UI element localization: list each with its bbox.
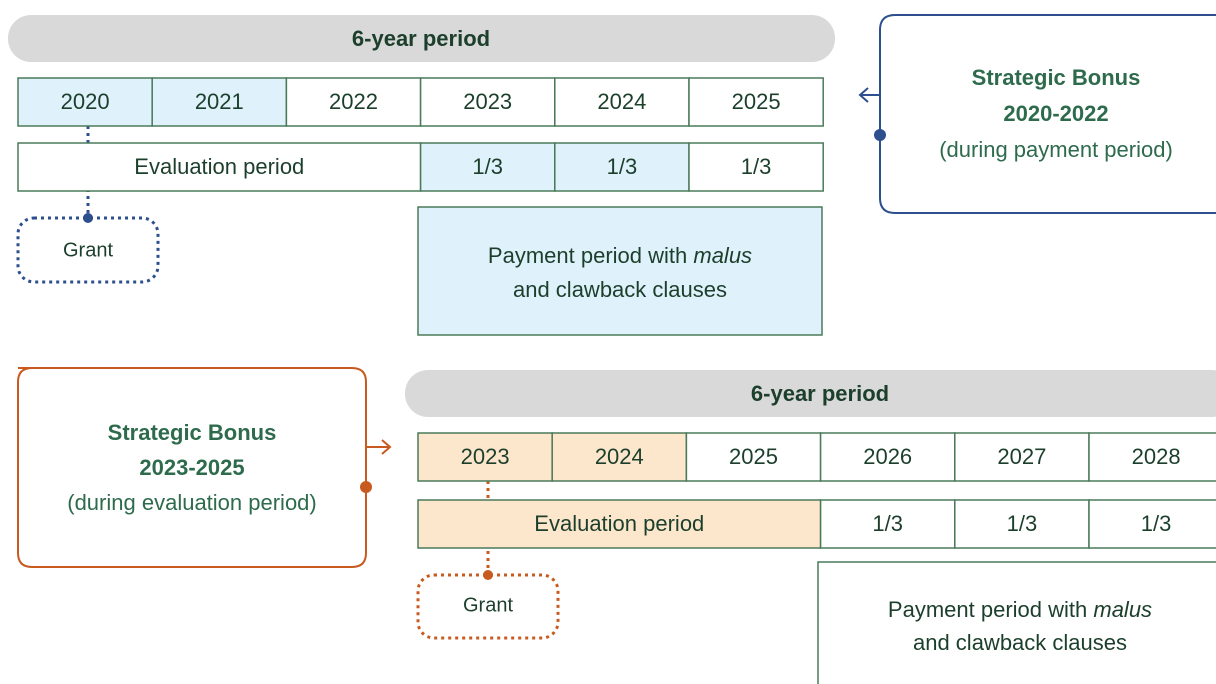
year-label: 2025	[729, 444, 778, 469]
payment-text: Payment period with malus	[888, 597, 1152, 622]
year-cell	[551, 432, 688, 482]
payment-text: Payment period with	[488, 243, 687, 268]
evaluation-label: Evaluation period	[534, 511, 704, 536]
payment-italic: malus	[693, 243, 752, 268]
grant-box	[16, 216, 160, 284]
year-label: 2024	[595, 444, 644, 469]
payment-text: and clawback clauses	[513, 277, 727, 302]
grant-box	[416, 573, 560, 640]
evaluation-cell	[17, 142, 422, 192]
year-cell	[419, 77, 556, 127]
share-cell	[688, 142, 824, 192]
bonus-years: 2023-2025	[139, 455, 244, 480]
bonus-box	[879, 14, 1216, 214]
payment-text: and clawback clauses	[913, 630, 1127, 655]
payment-text: Payment period with	[888, 597, 1087, 622]
bonus-note: (during evaluation period)	[67, 490, 317, 515]
dot	[483, 570, 493, 580]
share-cell	[1088, 499, 1216, 549]
year-cell	[688, 77, 824, 127]
share-cell	[954, 499, 1090, 549]
evaluation-label: Evaluation period	[134, 154, 304, 179]
arrow	[366, 439, 392, 455]
share-label: 1/3	[607, 154, 638, 179]
share-label: 1/3	[1141, 511, 1172, 536]
share-label: 1/3	[872, 511, 903, 536]
header-pill	[405, 370, 1216, 417]
year-cell	[151, 77, 288, 127]
bonus-box	[17, 367, 367, 568]
share-cell	[819, 499, 956, 549]
year-cell	[1088, 432, 1216, 482]
dot	[360, 481, 372, 493]
year-cell	[819, 432, 956, 482]
year-label: 2024	[597, 89, 646, 114]
year-label: 2023	[463, 89, 512, 114]
year-label: 2022	[329, 89, 378, 114]
payment-text: Payment period with malus	[488, 243, 752, 268]
year-label: 2025	[732, 89, 781, 114]
bonus-title: Strategic Bonus	[972, 65, 1141, 90]
year-cell	[417, 432, 553, 482]
year-label: 2021	[195, 89, 244, 114]
year-cell	[954, 432, 1090, 482]
header: 6-year period	[352, 26, 490, 51]
bonus-note: (during payment period)	[939, 137, 1173, 162]
share-label: 1/3	[741, 154, 772, 179]
year-label: 2028	[1132, 444, 1181, 469]
year-label: 2020	[61, 89, 110, 114]
dot	[83, 213, 93, 223]
year-label: 2023	[461, 444, 510, 469]
payment-italic: malus	[1093, 597, 1152, 622]
dot	[874, 129, 886, 141]
payment-box	[417, 206, 823, 336]
year-cell	[17, 77, 153, 127]
payment-box	[817, 561, 1216, 684]
share-cell	[554, 142, 690, 192]
header: 6-year period	[751, 381, 889, 406]
share-label: 1/3	[1007, 511, 1038, 536]
year-cell	[685, 432, 822, 482]
grant-label: Grant	[463, 594, 513, 616]
year-cell	[554, 77, 690, 127]
share-label: 1/3	[472, 154, 503, 179]
year-label: 2027	[997, 444, 1046, 469]
bonus-years: 2020-2022	[1003, 101, 1108, 126]
grant-label: Grant	[63, 239, 113, 261]
year-label: 2026	[863, 444, 912, 469]
arrow	[858, 87, 880, 103]
header-pill	[8, 15, 835, 62]
bonus-title: Strategic Bonus	[108, 420, 277, 445]
